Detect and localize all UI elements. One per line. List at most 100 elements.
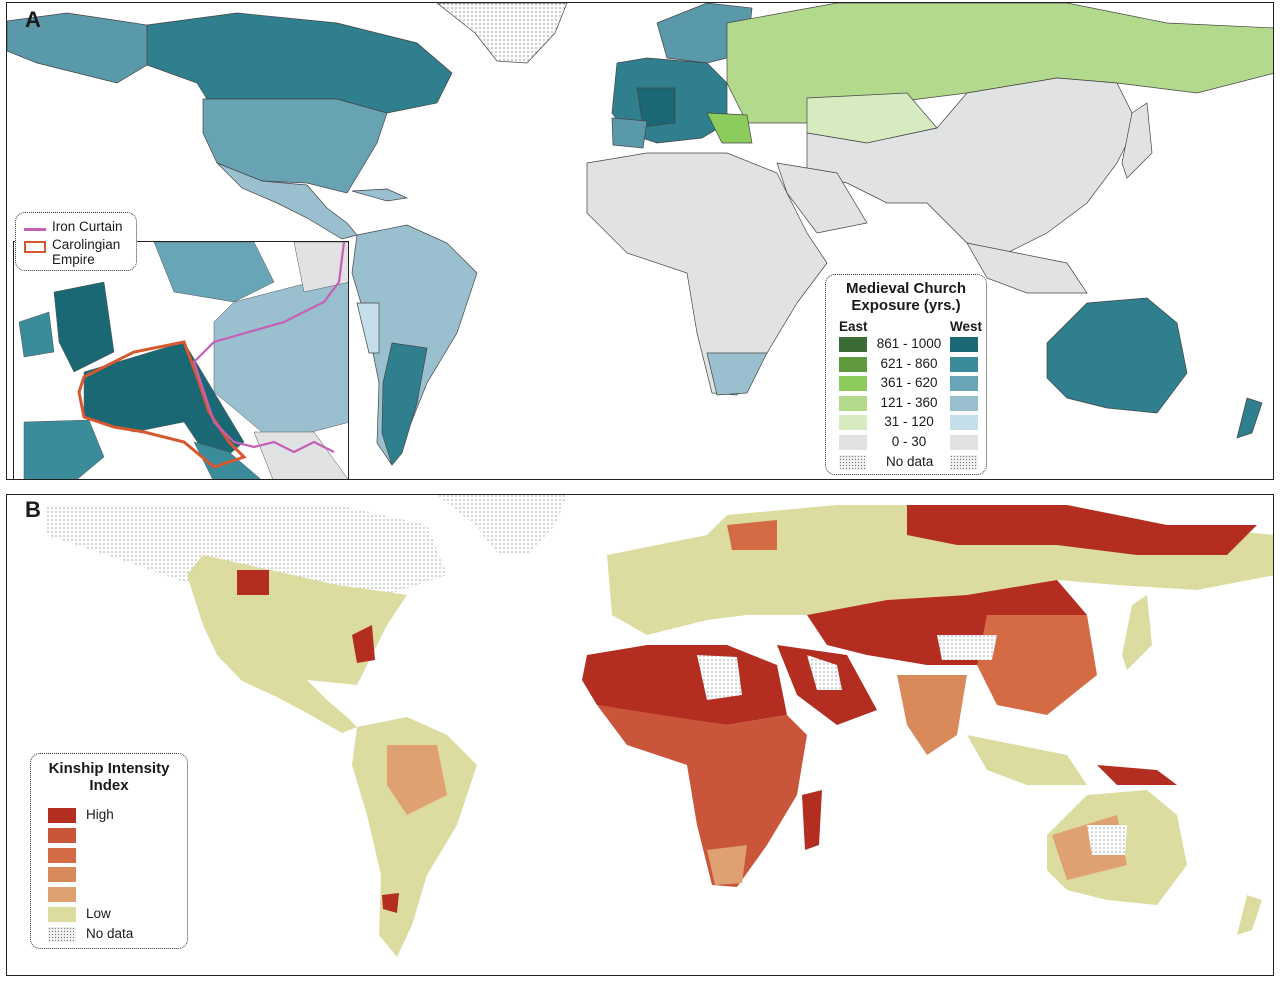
france-region <box>636 87 676 128</box>
kinship-swatch <box>48 907 76 922</box>
kinship-swatch <box>48 867 76 883</box>
kinship-intensity-legend: Kinship Intensity Index High Low No data <box>30 753 188 949</box>
southeast-asia-region <box>966 242 1088 294</box>
canada-region <box>146 12 453 114</box>
church-legend-title-line1: Medieval Church <box>845 280 967 297</box>
greenland-nodata <box>437 495 567 555</box>
scandinavia-mid <box>727 520 777 550</box>
new-zealand-region <box>1236 397 1263 439</box>
inset-britain <box>53 281 115 373</box>
church-range-label: 121 - 360 <box>880 394 938 410</box>
iron-curtain-label: Iron Curtain <box>52 219 123 234</box>
europe-inset-map <box>13 241 349 479</box>
china-mid <box>977 615 1097 715</box>
greenland-region <box>436 3 568 64</box>
usa-region <box>202 98 388 194</box>
australia-region <box>1046 297 1188 414</box>
japan-region <box>1121 102 1153 179</box>
carolingian-label-line2: Empire <box>52 252 95 267</box>
kinship-level-label: Low <box>86 906 111 921</box>
caribbean-region <box>351 188 409 202</box>
panel-b-world-map <box>47 495 1273 957</box>
argentina-region <box>381 342 428 466</box>
kinship-nodata-swatch <box>48 927 76 942</box>
europe-inset-svg <box>14 242 348 479</box>
indonesia-high <box>1097 765 1177 785</box>
carolingian-swatch <box>24 241 46 253</box>
panel-a-letter: A <box>25 7 41 32</box>
sahara-nodata <box>697 655 742 700</box>
church-exposure-legend: Medieval Church Exposure (yrs.) East Wes… <box>825 274 987 475</box>
sub-saharan-mid <box>597 705 807 887</box>
church-range-label: 361 - 620 <box>880 375 938 390</box>
church-west-swatch <box>950 395 978 411</box>
church-east-swatch <box>839 376 867 391</box>
church-east-swatch <box>839 356 867 372</box>
inset-russia <box>293 242 348 293</box>
church-nodata-west-swatch <box>950 455 978 470</box>
kinship-swatch <box>48 827 76 843</box>
kinship-legend-title-line2: Index <box>89 777 129 794</box>
kinship-legend-title-line1: Kinship Intensity <box>48 760 170 777</box>
church-east-swatch <box>839 434 867 450</box>
kinship-nodata-label: No data <box>86 926 134 941</box>
church-west-swatch <box>950 434 978 450</box>
iron-curtain-line <box>192 242 346 454</box>
panel-b-letter: B <box>25 497 41 522</box>
australia-nodata <box>1087 825 1127 855</box>
andes-region <box>356 302 380 354</box>
iron-curtain-swatch <box>24 228 46 231</box>
japan-low <box>1122 595 1152 670</box>
church-west-swatch <box>950 356 978 372</box>
panel-a-church-exposure-map: A Iron Curtain Carolingian Empire <box>6 2 1274 480</box>
arabia-nodata <box>807 655 842 690</box>
inset-iberia <box>23 419 105 479</box>
church-nodata-label: No data <box>886 454 934 469</box>
siberia-high <box>907 505 1257 555</box>
inset-scandinavia <box>153 242 275 303</box>
church-west-swatch <box>950 337 978 352</box>
west-header: West <box>950 319 983 334</box>
iberia-region <box>611 117 648 149</box>
middle-east-region <box>776 162 868 234</box>
church-nodata-east-swatch <box>839 455 867 470</box>
tibet-nodata <box>937 635 997 660</box>
madagascar-high <box>802 790 822 850</box>
asia-region <box>806 77 1138 254</box>
southeast-asia-mix <box>967 735 1087 785</box>
southern-africa-low <box>707 845 747 885</box>
balkans-region <box>706 112 753 144</box>
kinship-level-label: High <box>86 807 114 822</box>
church-east-swatch <box>839 395 867 411</box>
alaska-region <box>7 12 148 84</box>
church-range-label: 861 - 1000 <box>876 336 942 351</box>
kinship-swatch <box>48 808 76 823</box>
amazon-mid <box>387 745 447 815</box>
inset-ireland <box>18 311 55 358</box>
south-africa-region <box>706 352 768 396</box>
church-range-label: 621 - 860 <box>880 355 938 371</box>
church-legend-title-line2: Exposure (yrs.) <box>851 297 961 314</box>
patagonia-high <box>382 893 399 913</box>
north-america-high-patch <box>237 570 269 595</box>
inset-italy <box>193 441 261 479</box>
church-west-swatch <box>950 376 978 391</box>
church-range-label: 31 - 120 <box>884 414 934 429</box>
inset-legend: Iron Curtain Carolingian Empire <box>15 212 137 271</box>
east-header: East <box>839 319 868 334</box>
carolingian-label-line1: Carolingian <box>52 237 121 252</box>
carolingian-border <box>77 340 247 469</box>
east-coast-high <box>352 625 375 663</box>
kinship-swatch <box>48 847 76 863</box>
new-zealand-low <box>1237 895 1262 935</box>
kinship-swatch <box>48 887 76 903</box>
church-range-label: 0 - 30 <box>891 433 927 449</box>
panel-b-kinship-map: B Kinship Intensity Index High Low No dat… <box>6 494 1274 976</box>
arctic-nodata <box>47 505 447 595</box>
church-west-swatch <box>950 415 978 430</box>
panel-a-world-map <box>7 3 1273 466</box>
church-east-swatch <box>839 415 867 430</box>
india-mid <box>897 675 967 755</box>
mexico-low <box>217 655 357 733</box>
church-east-swatch <box>839 337 867 352</box>
